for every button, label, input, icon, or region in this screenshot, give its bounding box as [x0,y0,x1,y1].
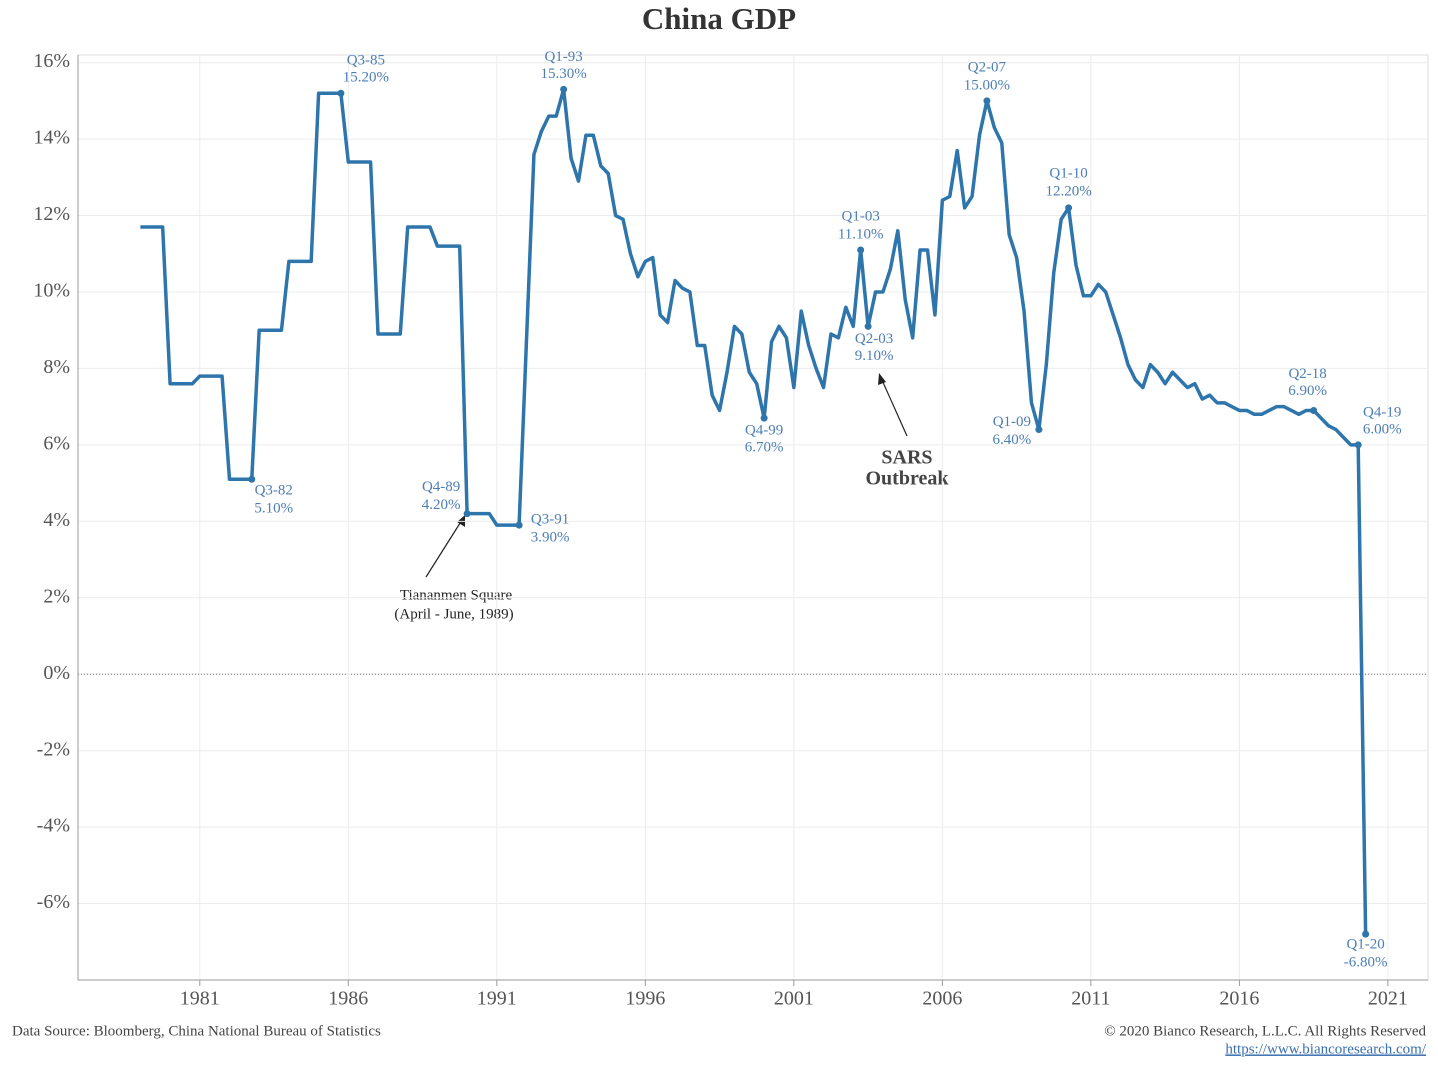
annotation-dot [515,521,523,529]
x-tick-label: 1991 [477,988,517,1010]
y-tick-label: 16% [33,50,70,72]
annotation-dot [248,475,256,483]
annotation-label: Q2-18 [1288,366,1326,382]
annotation-label: Q3-85 [347,53,385,69]
annotation-label: Q1-10 [1049,165,1087,181]
y-tick-label: 2% [43,585,70,607]
annotation-value: -6.80% [1344,955,1388,971]
plot-frame [77,54,1429,981]
annotation-label: Q2-03 [855,331,893,347]
annotation-value: 15.00% [964,77,1010,93]
annotation-value: 3.90% [531,530,570,546]
annotation-value: 6.00% [1363,421,1402,437]
annotation-value: 9.10% [855,348,894,364]
annotation-label: Q3-82 [255,483,293,499]
annotation-label: Q4-89 [422,479,460,495]
note: Outbreak [866,468,950,490]
annotation-value: 12.20% [1045,183,1091,199]
annotation-dot [760,414,768,422]
x-tick-label: 1981 [180,988,220,1010]
annotation-dot [857,246,865,254]
annotation-value: 6.90% [1288,383,1327,399]
y-tick-label: 6% [43,432,70,454]
annotation-label: Q2-07 [968,59,1007,75]
y-tick-label: 4% [43,509,70,531]
y-tick-label: -4% [37,815,70,837]
annotation-label: Q1-03 [842,208,880,224]
annotation-dot [463,510,471,518]
annotation-dot [983,97,991,105]
x-tick-label: 1986 [328,988,368,1010]
arrow [425,519,463,578]
x-tick-label: 2016 [1219,988,1259,1010]
arrow-head [878,373,886,385]
note: SARS [881,447,932,469]
source: Data Source: Bloomberg, China National B… [12,1023,381,1039]
annotation-dot [1354,441,1362,449]
annotation-dot [560,85,568,93]
annotation-label: Q1-09 [993,414,1031,430]
y-tick-label: 10% [33,280,70,302]
annotation-label: Q4-99 [745,423,783,439]
arrow [881,379,908,437]
annotation-label: Q1-93 [544,49,582,65]
y-tick-label: 8% [43,356,70,378]
annotation-label: Q1-20 [1346,937,1384,953]
annotation-dot [1065,204,1073,212]
annotation-dot [864,322,872,330]
annotation-value: 4.20% [422,497,461,513]
note: (April - June, 1989) [394,606,513,622]
x-tick-label: 1996 [625,988,665,1010]
x-tick-label: 2001 [774,988,814,1010]
note: Tiananmen Square [400,587,513,603]
annotation-value: 15.20% [343,70,389,86]
annotation-dot [1035,426,1043,434]
chart-title: China GDP [642,1,796,36]
x-tick-label: 2021 [1368,988,1408,1010]
annotation-value: 5.10% [254,501,293,517]
y-tick-label: -2% [37,738,70,760]
x-tick-label: 2006 [922,988,962,1010]
annotation-value: 15.30% [541,66,587,82]
annotation-value: 11.10% [838,226,884,242]
annotation-label: Q4-19 [1363,404,1401,420]
y-tick-label: 0% [43,662,70,684]
y-tick-label: -6% [37,891,70,913]
copyright: © 2020 Bianco Research, L.L.C. All Right… [1104,1023,1426,1039]
y-tick-label: 14% [33,127,70,149]
line [140,87,1368,935]
annotation-dot [337,89,345,97]
y-tick-label: 12% [33,203,70,225]
annotation-value: 6.70% [745,440,784,456]
url[interactable]: https://www.biancoresearch.com/ [1225,1041,1426,1057]
x-tick-label: 2011 [1071,988,1110,1010]
annotation-dot [1362,930,1370,938]
annotation-dot [1310,406,1318,414]
annotation-value: 6.40% [993,432,1032,448]
annotation-label: Q3-91 [531,512,569,528]
